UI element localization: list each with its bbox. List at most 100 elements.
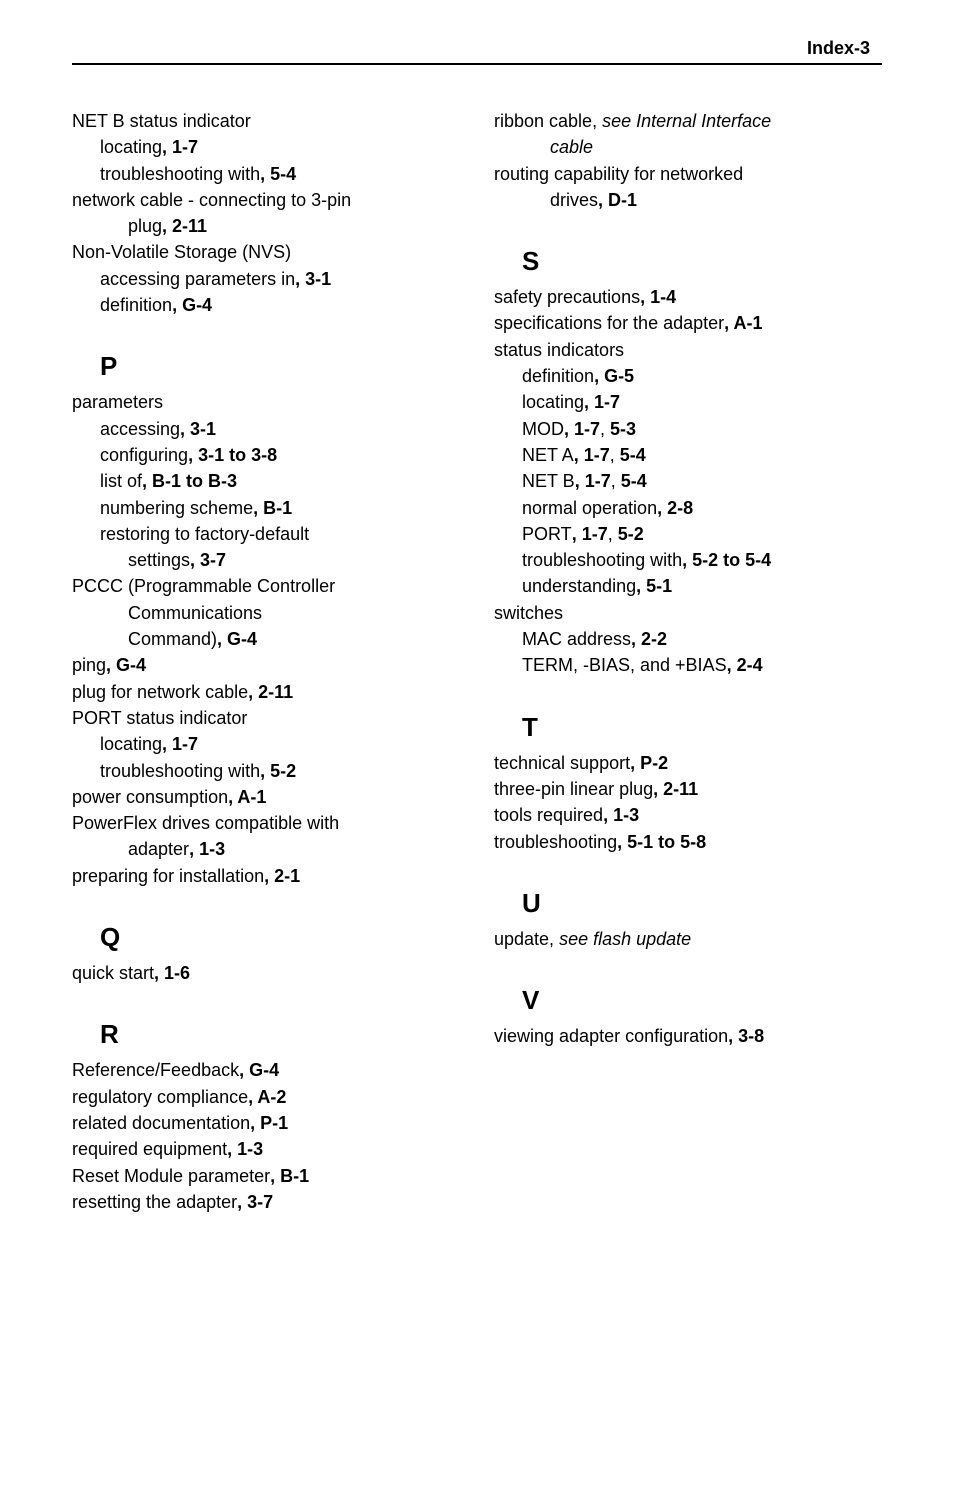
index-entry: cable: [550, 135, 882, 159]
index-entry-run: regulatory compliance: [72, 1087, 248, 1107]
index-entry: specifications for the adapter, A-1: [494, 311, 882, 335]
index-entry-run: ribbon cable,: [494, 111, 602, 131]
index-entry: NET B status indicator: [72, 109, 460, 133]
index-entry-run: switches: [494, 603, 563, 623]
index-section-letter: Q: [100, 922, 460, 953]
index-entry-run: , B-1: [253, 498, 292, 518]
index-entry: troubleshooting, 5-1 to 5-8: [494, 830, 882, 854]
index-entry-run: status indicators: [494, 340, 624, 360]
index-entry-run: power consumption: [72, 787, 228, 807]
index-entry-run: , G-4: [239, 1060, 279, 1080]
index-entry-run: , 1-7: [574, 445, 610, 465]
header-rule: [72, 63, 882, 65]
index-entry: parameters: [72, 390, 460, 414]
index-entry: accessing parameters in, 3-1: [100, 267, 460, 291]
index-entry: troubleshooting with, 5-4: [100, 162, 460, 186]
index-entry-run: , 3-7: [237, 1192, 273, 1212]
index-entry: restoring to factory-default: [100, 522, 460, 546]
index-entry-run: , B-1: [270, 1166, 309, 1186]
index-entry-run: viewing adapter configuration: [494, 1026, 728, 1046]
index-entry-run: , P-2: [630, 753, 668, 773]
index-section-letter: S: [522, 246, 882, 277]
index-entry-run: , 1-7: [162, 137, 198, 157]
index-entry-run: required equipment: [72, 1139, 227, 1159]
index-entry: regulatory compliance, A-2: [72, 1085, 460, 1109]
index-entry-run: resetting the adapter: [72, 1192, 237, 1212]
index-entry-run: Reset Module parameter: [72, 1166, 270, 1186]
index-entry: update, see flash update: [494, 927, 882, 951]
index-entry: normal operation, 2-8: [522, 496, 882, 520]
index-entry-run: preparing for installation: [72, 866, 264, 886]
index-entry-run: , 1-7: [572, 524, 608, 544]
index-entry-run: ,: [611, 471, 621, 491]
index-entry-run: , 3-7: [190, 550, 226, 570]
index-entry-run: list of: [100, 471, 142, 491]
index-entry: plug, 2-11: [128, 214, 460, 238]
index-entry-run: accessing: [100, 419, 180, 439]
index-entry: Command), G-4: [128, 627, 460, 651]
index-entry: tools required, 1-3: [494, 803, 882, 827]
index-entry-run: , 2-2: [631, 629, 667, 649]
index-entry-run: restoring to factory-default: [100, 524, 309, 544]
index-column-left: NET B status indicator locating, 1-7 troub…: [72, 109, 460, 1216]
index-entry-run: , 5-4: [260, 164, 296, 184]
index-entry-run: , 1-6: [154, 963, 190, 983]
index-entry-run: see Internal Interface: [602, 111, 771, 131]
index-entry: definition, G-4: [100, 293, 460, 317]
index-entry: definition, G-5: [522, 364, 882, 388]
index-entry: locating, 1-7: [100, 135, 460, 159]
index-entry-run: , A-1: [724, 313, 762, 333]
index-entry-run: 5-4: [620, 445, 646, 465]
index-entry: settings, 3-7: [128, 548, 460, 572]
index-entry: MOD, 1-7, 5-3: [522, 417, 882, 441]
index-entry-run: , P-1: [250, 1113, 288, 1133]
index-entry-run: troubleshooting: [494, 832, 617, 852]
index-entry-run: NET B status indicator: [72, 111, 251, 131]
index-entry-run: , 2-8: [657, 498, 693, 518]
index-entry-run: , 3-8: [728, 1026, 764, 1046]
index-section-letter: V: [522, 985, 882, 1016]
index-entry-run: 5-3: [610, 419, 636, 439]
index-entry-run: TERM, -BIAS, and +BIAS: [522, 655, 727, 675]
index-entry: troubleshooting with, 5-2: [100, 759, 460, 783]
index-entry: quick start, 1-6: [72, 961, 460, 985]
page-header: Index-3: [72, 38, 882, 59]
index-entry: adapter, 1-3: [128, 837, 460, 861]
index-entry-run: ping: [72, 655, 106, 675]
index-section-letter: R: [100, 1019, 460, 1050]
index-entry-run: , 1-7: [564, 419, 600, 439]
index-entry: ribbon cable, see Internal Interface: [494, 109, 882, 133]
index-entry: Reset Module parameter, B-1: [72, 1164, 460, 1188]
index-entry: network cable - connecting to 3-pin: [72, 188, 460, 212]
index-entry-run: locating: [100, 137, 162, 157]
index-entry-run: Non-Volatile Storage (NVS): [72, 242, 291, 262]
index-entry-run: , 1-7: [584, 392, 620, 412]
index-entry-run: , G-4: [217, 629, 257, 649]
index-entry-run: , 1-3: [227, 1139, 263, 1159]
index-entry-run: plug: [128, 216, 162, 236]
index-entry: locating, 1-7: [522, 390, 882, 414]
page-header-title: Index-3: [807, 38, 870, 59]
index-entry: Communications: [128, 601, 460, 625]
index-entry-run: , 2-11: [162, 216, 207, 236]
index-entry-run: MOD: [522, 419, 564, 439]
index-entry: Non-Volatile Storage (NVS): [72, 240, 460, 264]
index-entry: plug for network cable, 2-11: [72, 680, 460, 704]
index-entry: numbering scheme, B-1: [100, 496, 460, 520]
index-entry: MAC address, 2-2: [522, 627, 882, 651]
index-entry-run: , 5-1 to 5-8: [617, 832, 706, 852]
index-entry-run: accessing parameters in: [100, 269, 295, 289]
index-entry-run: , 2-11: [653, 779, 698, 799]
index-entry-run: three-pin linear plug: [494, 779, 653, 799]
index-entry-run: plug for network cable: [72, 682, 248, 702]
index-entry-run: , D-1: [598, 190, 637, 210]
index-entry-run: routing capability for networked: [494, 164, 743, 184]
index-entry: troubleshooting with, 5-2 to 5-4: [522, 548, 882, 572]
index-entry-run: , G-4: [172, 295, 212, 315]
index-entry-run: , 1-7: [575, 471, 611, 491]
index-entry-run: PCCC (Programmable Controller: [72, 576, 335, 596]
index-entry: drives, D-1: [550, 188, 882, 212]
index-entry-run: , 1-3: [189, 839, 225, 859]
index-entry-run: , 3-1: [295, 269, 331, 289]
index-section-letter: T: [522, 712, 882, 743]
